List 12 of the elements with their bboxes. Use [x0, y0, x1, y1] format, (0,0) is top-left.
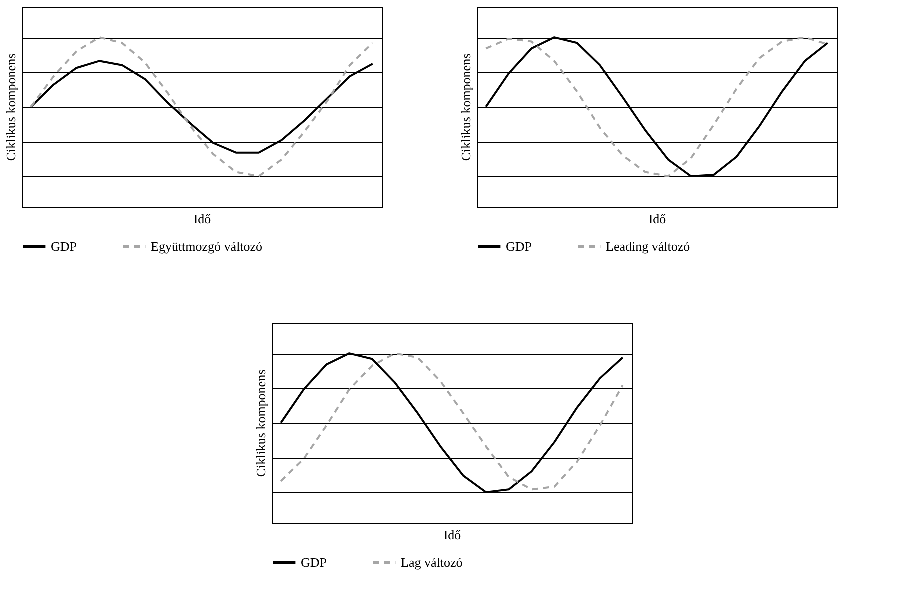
y-axis-title: Ciklikus komponens — [254, 370, 268, 478]
x-axis-title: Idő — [194, 212, 212, 226]
legend-label: Lag változó — [401, 554, 463, 570]
x-axis-title: Idő — [444, 528, 462, 542]
y-axis-title: Ciklikus komponens — [458, 54, 474, 162]
x-axis-title: Idő — [648, 212, 666, 226]
legend-label: Leading változó — [606, 238, 690, 254]
legend-label: GDP — [506, 238, 532, 254]
y-axis-title: Ciklikus komponens — [4, 54, 18, 162]
legend-label: GDP — [51, 238, 78, 254]
legend-label: Együttmozgó változó — [151, 238, 263, 254]
legend-label: GDP — [301, 554, 328, 570]
